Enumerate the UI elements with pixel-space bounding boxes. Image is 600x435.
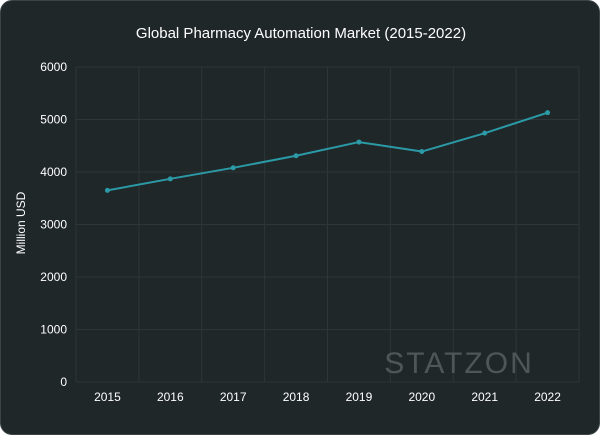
grid-lines	[75, 66, 580, 383]
series-line	[107, 111, 548, 192]
y-tick-label: 4000	[40, 165, 67, 179]
x-tick-label: 2017	[220, 390, 247, 404]
data-point	[356, 139, 362, 145]
x-tick-label: 2019	[346, 390, 373, 404]
x-axis-ticks: 2015 2016 2017 2018 2019 2020 2021 2022	[94, 390, 561, 404]
chart-title: Global Pharmacy Automation Market (2015-…	[136, 25, 466, 42]
y-tick-label: 3000	[40, 218, 67, 232]
series-group	[104, 110, 551, 193]
data-point	[419, 149, 425, 155]
x-tick-label: 2015	[94, 390, 121, 404]
y-tick-label: 5000	[40, 113, 67, 127]
data-point	[230, 165, 236, 171]
x-tick-label: 2022	[534, 390, 561, 404]
y-tick-label: 0	[60, 375, 67, 389]
data-point	[104, 187, 110, 193]
x-tick-label: 2020	[408, 390, 435, 404]
y-axis-ticks: 0 1000 2000 3000 4000 5000 6000	[40, 60, 67, 389]
y-tick-label: 2000	[40, 270, 67, 284]
x-tick-label: 2016	[157, 390, 184, 404]
x-tick-label: 2018	[283, 390, 310, 404]
y-tick-label: 1000	[40, 323, 67, 337]
statzon-watermark-logo: STATZON	[384, 347, 534, 380]
data-point	[482, 130, 488, 136]
data-point	[293, 153, 299, 159]
data-point	[167, 176, 173, 182]
x-tick-label: 2021	[471, 390, 498, 404]
y-axis-label: Million USD	[14, 191, 28, 254]
y-tick-label: 6000	[40, 60, 67, 74]
data-point	[545, 110, 551, 116]
